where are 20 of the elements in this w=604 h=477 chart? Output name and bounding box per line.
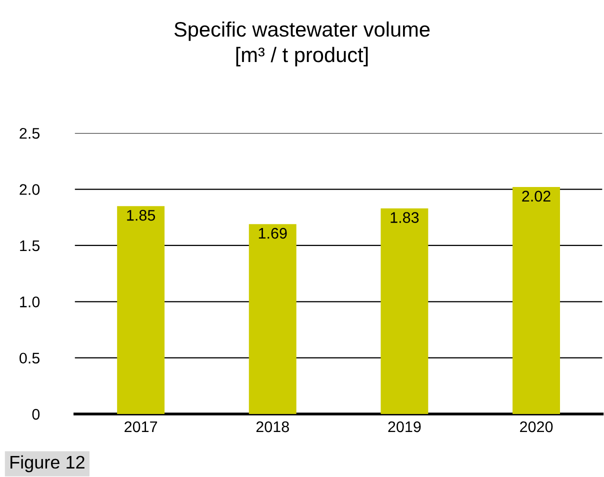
y-tick-label: 1.5 [20,240,40,252]
y-tick-label: 2.0 [20,184,40,195]
y-tick-label: 1.0 [20,296,40,308]
bar [117,206,165,414]
y-tick-label: 0 [32,408,40,420]
data-label: 1.83 [390,212,419,223]
x-tick-label: 2020 [520,421,553,432]
bar [380,208,428,414]
x-tick-label: 2017 [124,421,158,432]
data-label: 2.02 [522,190,550,202]
data-label: 1.85 [127,210,156,221]
data-label: 1.69 [258,228,287,239]
caption: Figure 12 [10,455,84,472]
y-tick-label: 2.5 [20,128,40,139]
x-tick-label: 2019 [388,421,421,432]
x-tick-label: 2018 [256,421,289,432]
bar [512,187,560,414]
y-tick-label: 0.5 [20,352,40,364]
bar [248,224,296,414]
chart-title: Specific wastewater volume [m³ / t product] [174,21,430,66]
